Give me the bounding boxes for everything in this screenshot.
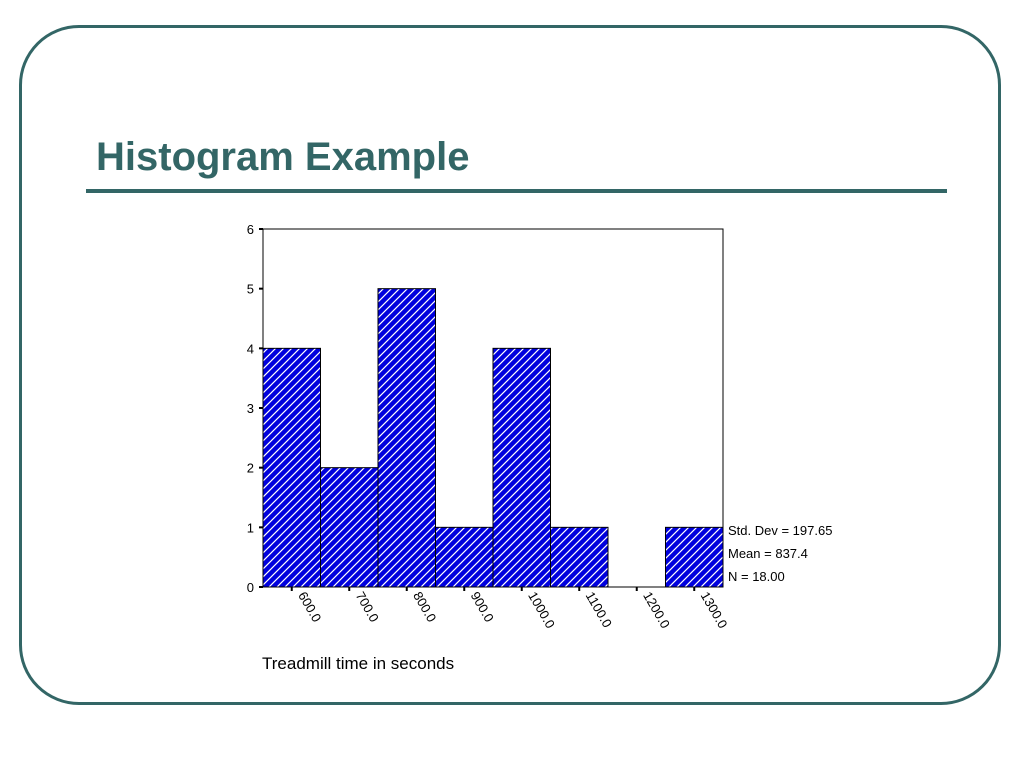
x-axis-title: Treadmill time in seconds	[262, 654, 454, 673]
y-tick-label-1: 1	[247, 520, 254, 535]
x-tick-label-0: 600.0	[295, 589, 324, 625]
x-axis: 600.0 700.0 800.0 900.0 1000.0 1100.0 1200.0 13…	[290, 587, 731, 631]
y-axis: 0 1 2 3 4 5 6	[247, 222, 263, 595]
x-tick-label-5: 1100.0	[583, 589, 615, 630]
slide-title: Histogram Example	[96, 135, 470, 179]
y-tick-label-4: 4	[247, 341, 254, 356]
bars-group	[262, 288, 724, 588]
stat-mean: Mean = 837.4	[728, 546, 808, 561]
x-tick-label-2: 800.0	[410, 589, 439, 625]
y-tick-label-5: 5	[247, 282, 254, 297]
stat-n: N = 18.00	[728, 569, 785, 584]
y-tick-label-0: 0	[247, 580, 254, 595]
title-underline	[86, 189, 947, 193]
bar-2	[377, 288, 436, 588]
bar-0	[262, 347, 321, 588]
bar-5	[550, 526, 609, 588]
x-tick-label-6: 1200.0	[640, 589, 673, 631]
y-tick-label-6: 6	[247, 222, 254, 237]
bar-3	[435, 526, 494, 588]
bar-4	[492, 347, 551, 588]
x-tick-label-7: 1300.0	[698, 589, 731, 631]
stat-std-dev: Std. Dev = 197.65	[728, 523, 832, 538]
bar-7	[665, 526, 724, 588]
bar-1	[320, 467, 379, 588]
y-tick-label-3: 3	[247, 401, 254, 416]
stats-box: Std. Dev = 197.65 Mean = 837.4 N = 18.00	[728, 523, 832, 584]
x-tick-label-3: 900.0	[468, 589, 497, 625]
x-tick-label-4: 1000.0	[525, 589, 558, 631]
y-tick-label-2: 2	[247, 461, 254, 476]
x-tick-label-1: 700.0	[353, 589, 382, 625]
